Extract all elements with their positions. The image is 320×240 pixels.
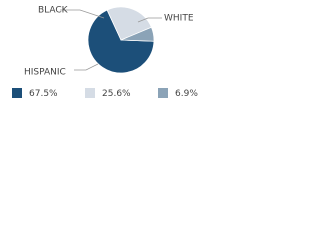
slice-label: HISPANIC [24, 68, 66, 78]
pie-slice [87, 9, 155, 74]
legend-swatch [12, 88, 22, 98]
leader-line [137, 17, 162, 23]
leader-line [60, 9, 105, 19]
slice-label: WHITE [164, 14, 194, 24]
pie-slice [120, 26, 155, 42]
chart: BLACK WHITE HISPANIC 67.5% 25.6% 6.9% [12, 6, 198, 99]
pie [87, 6, 155, 74]
legend-swatch [85, 88, 95, 98]
slice-label: BLACK [38, 6, 69, 16]
legend-label: 67.5% [29, 89, 58, 99]
leader-line [74, 63, 99, 71]
legend-label: 25.6% [102, 89, 131, 99]
legend: 67.5% 25.6% 6.9% [12, 88, 198, 99]
legend-label: 6.9% [175, 89, 198, 99]
legend-swatch [158, 88, 168, 98]
